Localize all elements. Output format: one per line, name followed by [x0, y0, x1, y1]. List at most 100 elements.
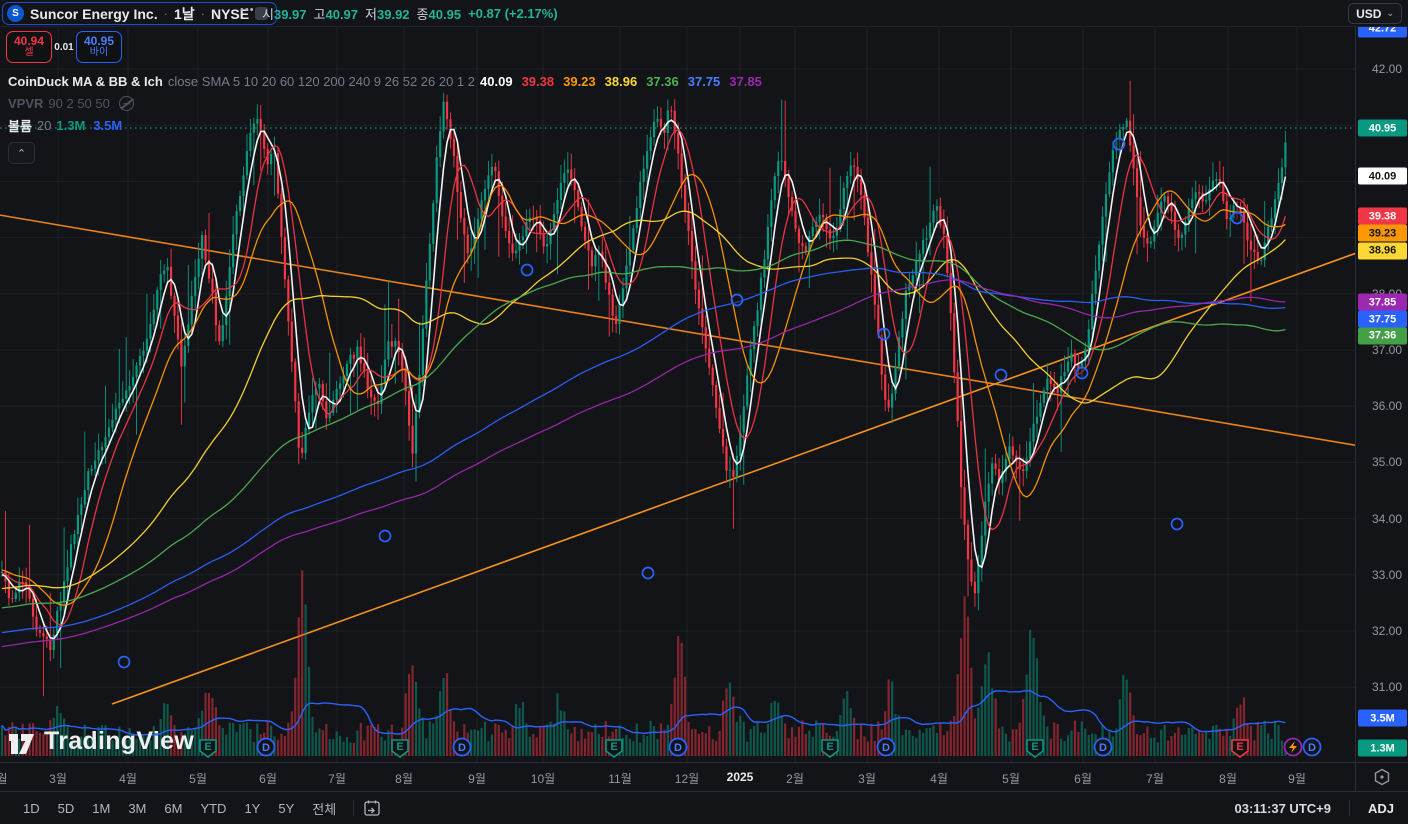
volume-bar	[815, 720, 818, 756]
time-tick-label[interactable]: 5월	[189, 772, 207, 786]
go-to-date-icon[interactable]	[362, 798, 382, 818]
range-button-ytd[interactable]: YTD	[200, 800, 227, 816]
volume-bar	[107, 735, 111, 756]
time-tick-label[interactable]: 9월	[1288, 772, 1306, 786]
time-tick-label[interactable]: 9월	[468, 772, 486, 786]
adj-toggle[interactable]: ADJ	[1367, 800, 1394, 816]
trade-marker-circle[interactable]	[730, 293, 744, 307]
bookmark-icon[interactable]	[255, 7, 269, 20]
eye-off-icon[interactable]	[118, 95, 134, 111]
dividend-marker[interactable]	[876, 737, 896, 757]
price-chart[interactable]: E E E E E ED D D D D D	[0, 0, 1355, 762]
time-tick-label[interactable]: 5월	[1002, 772, 1020, 786]
legend-row-vpvr[interactable]: VPVR 90 2 50 50	[8, 92, 771, 114]
dividend-marker[interactable]	[256, 737, 276, 757]
legend-row-volume[interactable]: 볼륨 20 1.3M 3.5M	[8, 114, 771, 136]
time-tick-label[interactable]: 4월	[119, 772, 137, 786]
time-tick-label[interactable]: 3월	[49, 772, 67, 786]
range-button-5d[interactable]: 5D	[57, 800, 75, 816]
volume-bar	[728, 682, 732, 756]
time-tick-label[interactable]: 11월	[608, 772, 632, 786]
time-tick-label[interactable]: 12월	[674, 772, 700, 786]
axis-corner[interactable]	[1355, 762, 1408, 791]
volume-bar	[325, 723, 328, 756]
trade-marker-circle[interactable]	[877, 327, 891, 341]
trade-widget: 40.94 셀 0.01 40.95 바이	[6, 31, 122, 63]
more-button[interactable]: •••	[240, 4, 255, 16]
currency-dropdown[interactable]: USD ⌄	[1348, 3, 1402, 24]
trendline-descending[interactable]	[0, 214, 1355, 447]
candle-body	[1029, 441, 1032, 459]
time-tick-label[interactable]: 2월	[786, 772, 804, 786]
trade-marker-circle[interactable]	[641, 566, 655, 580]
time-tick-label[interactable]: 3월	[858, 772, 876, 786]
time-tick-label[interactable]: 6월	[1074, 772, 1092, 786]
earnings-marker[interactable]	[391, 739, 409, 758]
time-tick-label[interactable]: 10월	[530, 772, 556, 786]
legend-row-ma[interactable]: CoinDuck MA & BB & Ich close SMA 5 10 20…	[8, 70, 771, 92]
trade-marker-circle[interactable]	[520, 263, 534, 277]
trade-marker-circle[interactable]	[994, 368, 1008, 382]
candle-body	[1180, 234, 1183, 238]
time-tick-label[interactable]: 월	[0, 772, 8, 786]
trade-marker-circle[interactable]	[378, 529, 392, 543]
candle-body	[1080, 361, 1083, 369]
indicator-params: 20	[36, 117, 52, 133]
time-tick-label[interactable]: 7월	[328, 772, 346, 786]
volume-bar	[214, 707, 217, 756]
volume-bar	[870, 723, 873, 756]
volume-bar	[256, 723, 259, 756]
collapse-legend-button[interactable]: ⌃	[8, 142, 35, 164]
volume-bar	[804, 734, 807, 756]
indicator-value: 3.5M	[93, 117, 123, 133]
trade-marker-circle[interactable]	[1230, 211, 1244, 225]
trendline-ascending[interactable]	[111, 252, 1355, 705]
time-axis[interactable]: 월 3월 4월 5월 6월 7월 8월 9월 10월 11월 12월 2025 2월 3월 4월 5월 6월 7월…	[0, 762, 1355, 791]
earnings-marker[interactable]	[821, 739, 839, 758]
range-button-1m[interactable]: 1M	[92, 800, 111, 816]
earnings-marker[interactable]	[1231, 739, 1249, 758]
volume-bar	[349, 742, 352, 756]
range-button-3m[interactable]: 3M	[128, 800, 147, 816]
volume-bar	[152, 726, 155, 756]
trade-marker-circle[interactable]	[117, 655, 131, 669]
candle-body	[156, 290, 159, 310]
dividend-marker[interactable]	[668, 737, 688, 757]
time-tick-label[interactable]: 2025	[726, 770, 754, 784]
volume-bar	[1049, 738, 1052, 756]
buy-button[interactable]: 40.95 바이	[76, 31, 122, 63]
range-button-5y[interactable]: 5Y	[278, 800, 295, 816]
symbol-button[interactable]: S Suncor Energy Inc. · 1날 · NYSE	[2, 2, 278, 25]
candle-body	[1211, 180, 1215, 190]
candle-body	[401, 351, 404, 370]
candle-body	[242, 175, 245, 197]
dividend-marker[interactable]	[1093, 737, 1113, 757]
time-tick-label[interactable]: 6월	[259, 772, 277, 786]
earnings-marker[interactable]	[1026, 739, 1044, 758]
earnings-marker[interactable]	[199, 739, 217, 758]
sell-label: 셀	[24, 47, 34, 59]
clock[interactable]: 03:11:37 UTC+9	[1234, 800, 1331, 816]
interval-label[interactable]: 1날	[173, 5, 195, 22]
volume-bar	[946, 731, 949, 756]
trade-marker-circle[interactable]	[1112, 137, 1126, 151]
dividend-marker[interactable]	[452, 737, 472, 757]
hexagon-settings-icon[interactable]	[1373, 768, 1391, 786]
time-tick-label[interactable]: 8월	[1219, 772, 1237, 786]
range-button-1d[interactable]: 1D	[23, 800, 40, 816]
candle-body	[201, 235, 204, 259]
range-button-전체[interactable]: 전체	[312, 801, 337, 817]
trade-marker-circle[interactable]	[1075, 366, 1089, 380]
price-axis[interactable]: 42.0038.0037.0036.0035.0034.0033.0032.00…	[1355, 0, 1408, 762]
earnings-marker[interactable]	[605, 739, 623, 758]
dividend-marker[interactable]	[1302, 737, 1322, 757]
time-tick-label[interactable]: 7월	[1146, 772, 1164, 786]
trade-marker-circle[interactable]	[1170, 517, 1184, 531]
range-button-1y[interactable]: 1Y	[244, 800, 261, 816]
time-tick-label[interactable]: 4월	[930, 772, 948, 786]
range-button-6m[interactable]: 6M	[164, 800, 183, 816]
sell-button[interactable]: 40.94 셀	[6, 31, 52, 63]
candle-body	[1167, 196, 1170, 205]
time-tick-label[interactable]: 8월	[395, 772, 413, 786]
candle-body	[270, 154, 273, 165]
